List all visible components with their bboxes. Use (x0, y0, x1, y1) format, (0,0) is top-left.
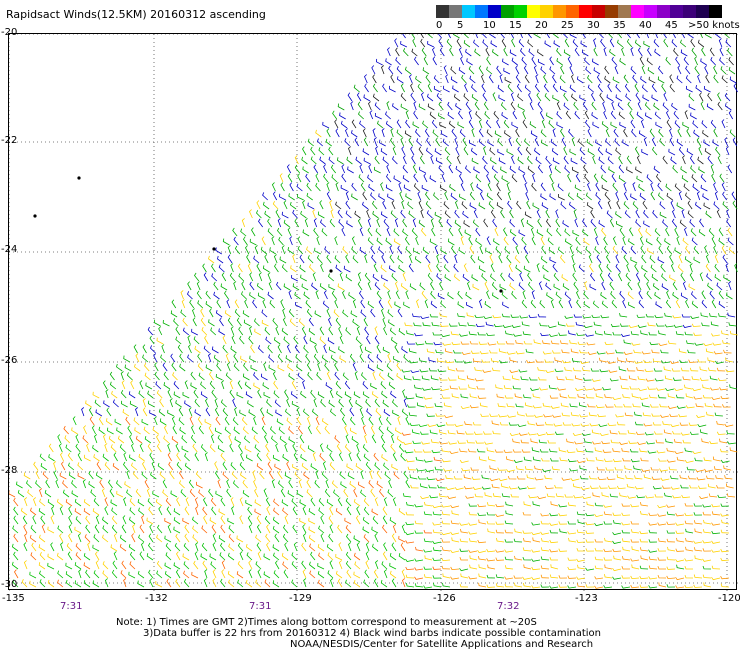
legend-swatch (709, 5, 722, 18)
lon-label--120: -120 (718, 593, 740, 604)
legend-swatch (696, 5, 709, 18)
legend-label-5: 5 (457, 20, 464, 31)
island-marker (33, 214, 37, 218)
legend-swatch (436, 5, 449, 18)
legend-swatch (527, 5, 540, 18)
legend-swatch (462, 5, 475, 18)
legend-swatch (449, 5, 462, 18)
wind-speed-legend: 0 5 10 15 20 25 30 35 40 45 >50 knots (436, 5, 740, 35)
lat-label--30: -30 (1, 579, 18, 590)
legend-swatch (475, 5, 488, 18)
legend-swatch (657, 5, 670, 18)
legend-swatch (488, 5, 501, 18)
lon-label--123: -123 (575, 593, 598, 604)
legend-label-20: 20 (535, 20, 548, 31)
legend-label-35: 35 (613, 20, 626, 31)
legend-label-50-knots: >50 knots (688, 20, 740, 31)
pass-time-1: 7:31 (60, 601, 83, 612)
note-line-1: Note: 1) Times are GMT 2)Times along bot… (116, 617, 537, 628)
note-line-2: 3)Data buffer is 22 hrs from 20160312 4)… (143, 628, 601, 639)
wind-barb-field (9, 34, 738, 591)
legend-label-15: 15 (509, 20, 522, 31)
legend-swatch (670, 5, 683, 18)
lat-label--22: -22 (1, 135, 18, 146)
legend-label-0: 0 (436, 20, 443, 31)
pass-time-3: 7:32 (497, 601, 520, 612)
map-title: Rapidsact Winds(12.5KM) 20160312 ascendi… (6, 8, 266, 21)
legend-swatch (683, 5, 696, 18)
lat-label--20: -20 (1, 27, 18, 38)
legend-swatch (514, 5, 527, 18)
legend-swatch (618, 5, 631, 18)
lat-label--28: -28 (1, 465, 18, 476)
island-marker (212, 247, 216, 251)
legend-swatch (553, 5, 566, 18)
legend-label-10: 10 (483, 20, 496, 31)
legend-label-25: 25 (561, 20, 574, 31)
legend-label-40: 40 (639, 20, 652, 31)
pass-time-2: 7:31 (249, 601, 272, 612)
island-marker (329, 269, 333, 273)
note-line-3: NOAA/NESDIS/Center for Satellite Applica… (290, 639, 594, 650)
barb-group (9, 34, 738, 589)
legend-swatch (631, 5, 644, 18)
legend-label-30: 30 (587, 20, 600, 31)
lon-label--126: -126 (433, 593, 456, 604)
legend-swatch (501, 5, 514, 18)
legend-swatch (540, 5, 553, 18)
island-marker (499, 289, 503, 293)
lat-label--24: -24 (1, 244, 18, 255)
island-marker (77, 176, 81, 180)
legend-swatch (566, 5, 579, 18)
lon-label--129: -129 (289, 593, 312, 604)
legend-swatch (592, 5, 605, 18)
legend-swatch (605, 5, 618, 18)
lon-label--135: -135 (2, 593, 25, 604)
lon-label--132: -132 (145, 593, 168, 604)
wind-map[interactable] (8, 33, 738, 591)
lat-label--26: -26 (1, 355, 18, 366)
legend-color-bar (436, 5, 722, 18)
legend-swatch (579, 5, 592, 18)
legend-label-45: 45 (665, 20, 678, 31)
legend-swatch (644, 5, 657, 18)
